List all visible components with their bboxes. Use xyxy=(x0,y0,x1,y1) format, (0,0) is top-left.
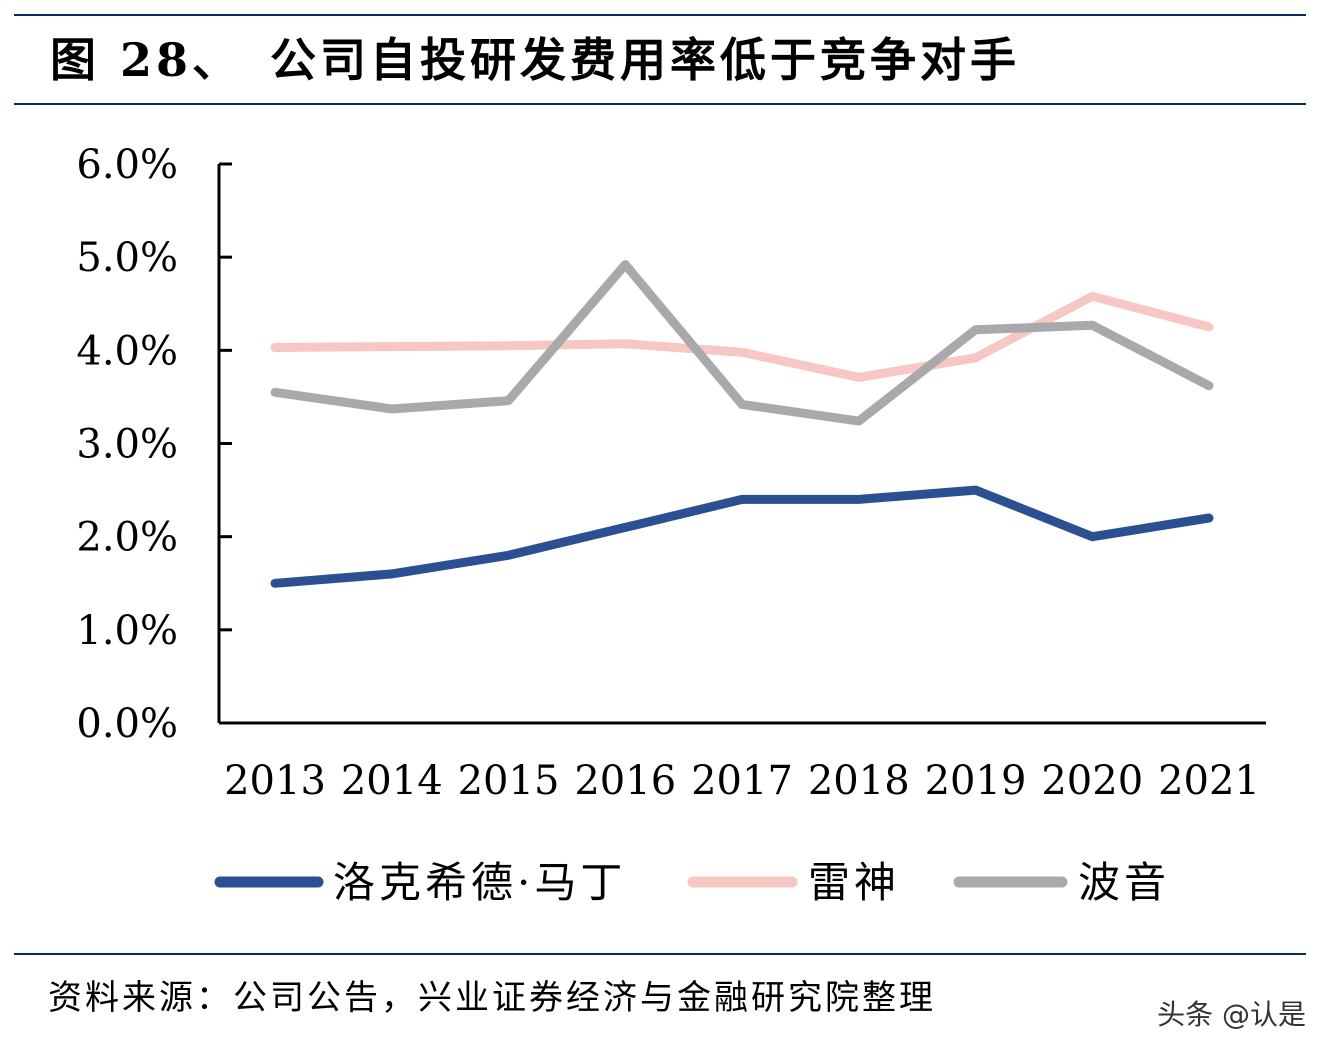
x-tick-label: 2020 xyxy=(1041,758,1143,804)
y-tick-label: 6.0% xyxy=(76,142,178,188)
y-tick-label: 1.0% xyxy=(76,608,178,654)
x-tick-label: 2021 xyxy=(1158,758,1260,804)
legend-label: 雷神 xyxy=(808,858,900,907)
y-tick-label: 3.0% xyxy=(76,422,178,468)
watermark: 头条 @认是 xyxy=(1157,998,1306,1031)
legend-label: 洛克希德·马丁 xyxy=(333,858,626,907)
legend-label: 波音 xyxy=(1078,858,1170,907)
source-note: 资料来源：公司公告，兴业证券经济与金融研究院整理 xyxy=(48,978,936,1018)
series-line xyxy=(270,485,1214,588)
footer-rule xyxy=(14,953,1306,955)
x-tick-label: 2019 xyxy=(925,758,1027,804)
x-tick-label: 2018 xyxy=(808,758,910,804)
x-tick-label: 2016 xyxy=(574,758,676,804)
x-tick-label: 2015 xyxy=(458,758,560,804)
series-line xyxy=(270,291,1214,382)
series-line xyxy=(270,260,1214,426)
y-tick-label: 4.0% xyxy=(76,328,178,374)
title-rule xyxy=(14,103,1306,105)
y-tick-label: 0.0% xyxy=(76,701,178,747)
y-tick-label: 5.0% xyxy=(76,235,178,281)
y-tick-label: 2.0% xyxy=(76,515,178,561)
figure-title-text: 公司自投研发费用率低于竞争对手 xyxy=(270,33,1021,87)
top-rule xyxy=(14,14,1306,16)
figure-title: 图 28、 公司自投研发费用率低于竞争对手 xyxy=(50,24,1020,90)
x-tick-label: 2013 xyxy=(224,758,326,804)
x-tick-label: 2017 xyxy=(691,758,793,804)
figure-number: 图 28、 xyxy=(50,33,243,87)
x-tick-label: 2014 xyxy=(341,758,443,804)
